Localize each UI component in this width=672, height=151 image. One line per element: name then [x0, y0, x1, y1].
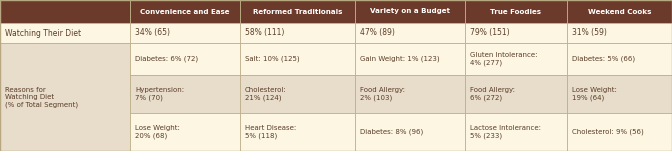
Text: Heart Disease:
5% (118): Heart Disease: 5% (118) [245, 125, 296, 139]
Text: Weekend Cooks: Weekend Cooks [588, 8, 651, 14]
Bar [240, 0, 355, 23]
Bar [130, 43, 240, 75]
Text: Diabetes: 8% (96): Diabetes: 8% (96) [360, 129, 423, 135]
Text: Gluten Intolerance:
4% (277): Gluten Intolerance: 4% (277) [470, 52, 538, 66]
Bar [240, 23, 355, 43]
Text: Hypertension:
7% (70): Hypertension: 7% (70) [135, 87, 184, 101]
Bar [0, 0, 130, 23]
Bar [567, 113, 672, 151]
Text: Cholesterol:
21% (124): Cholesterol: 21% (124) [245, 87, 287, 101]
Bar [130, 0, 240, 23]
Text: Convenience and Ease: Convenience and Ease [140, 8, 230, 14]
Bar [240, 75, 355, 113]
Bar [465, 75, 567, 113]
Bar [130, 75, 240, 113]
Bar [355, 43, 465, 75]
Bar [130, 23, 240, 43]
Text: Diabetes: 5% (66): Diabetes: 5% (66) [572, 56, 635, 62]
Text: Diabetes: 6% (72): Diabetes: 6% (72) [135, 56, 198, 62]
Bar [130, 113, 240, 151]
Text: 47% (89): 47% (89) [360, 29, 395, 37]
Bar [465, 23, 567, 43]
Text: 58% (111): 58% (111) [245, 29, 284, 37]
Text: True Foodies: True Foodies [491, 8, 542, 14]
Bar [465, 113, 567, 151]
Text: Cholesterol: 9% (56): Cholesterol: 9% (56) [572, 129, 644, 135]
Text: Variety on a Budget: Variety on a Budget [370, 8, 450, 14]
Bar [355, 113, 465, 151]
Bar [465, 43, 567, 75]
Bar [355, 23, 465, 43]
Text: 34% (65): 34% (65) [135, 29, 170, 37]
Text: Lose Weight:
19% (64): Lose Weight: 19% (64) [572, 87, 617, 101]
Bar [567, 23, 672, 43]
Text: 31% (59): 31% (59) [572, 29, 607, 37]
Bar [465, 0, 567, 23]
Text: Gain Weight: 1% (123): Gain Weight: 1% (123) [360, 56, 439, 62]
Bar [567, 43, 672, 75]
Text: Reformed Traditionals: Reformed Traditionals [253, 8, 342, 14]
Text: 79% (151): 79% (151) [470, 29, 509, 37]
Bar [0, 23, 130, 43]
Text: Food Allergy:
6% (272): Food Allergy: 6% (272) [470, 87, 515, 101]
Bar [567, 75, 672, 113]
Text: Salt: 10% (125): Salt: 10% (125) [245, 56, 300, 62]
Text: Reasons for
Watching Diet
(% of Total Segment): Reasons for Watching Diet (% of Total Se… [5, 87, 78, 108]
Bar [0, 43, 130, 151]
Bar [355, 75, 465, 113]
Bar [355, 0, 465, 23]
Bar [567, 0, 672, 23]
Text: Watching Their Diet: Watching Their Diet [5, 29, 81, 37]
Text: Lactose Intolerance:
5% (233): Lactose Intolerance: 5% (233) [470, 125, 541, 139]
Text: Lose Weight:
20% (68): Lose Weight: 20% (68) [135, 125, 180, 139]
Text: Food Allergy:
2% (103): Food Allergy: 2% (103) [360, 87, 405, 101]
Bar [240, 113, 355, 151]
Bar [240, 43, 355, 75]
